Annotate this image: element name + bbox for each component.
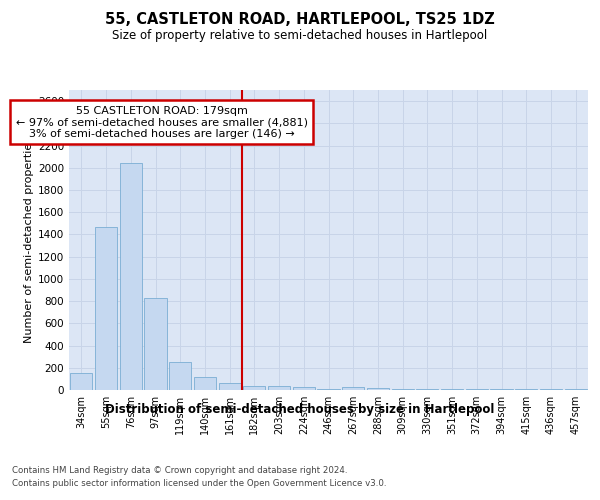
Text: Size of property relative to semi-detached houses in Hartlepool: Size of property relative to semi-detach… [112,29,488,42]
Bar [70,373,92,390]
Bar [317,389,340,390]
Text: Contains public sector information licensed under the Open Government Licence v3: Contains public sector information licen… [12,479,386,488]
Text: 55 CASTLETON ROAD: 179sqm
← 97% of semi-detached houses are smaller (4,881)
3% o: 55 CASTLETON ROAD: 179sqm ← 97% of semi-… [16,106,308,139]
Bar [268,386,290,390]
Bar [169,362,191,390]
Y-axis label: Number of semi-detached properties: Number of semi-detached properties [24,137,34,343]
Bar [367,388,389,390]
Text: Contains HM Land Registry data © Crown copyright and database right 2024.: Contains HM Land Registry data © Crown c… [12,466,347,475]
Bar [218,383,241,390]
Bar [145,298,167,390]
Bar [243,386,265,390]
Bar [95,226,117,390]
Text: Distribution of semi-detached houses by size in Hartlepool: Distribution of semi-detached houses by … [106,402,494,415]
Bar [342,386,364,390]
Bar [119,164,142,390]
Bar [392,389,414,390]
Bar [194,377,216,390]
Bar [293,386,315,390]
Text: 55, CASTLETON ROAD, HARTLEPOOL, TS25 1DZ: 55, CASTLETON ROAD, HARTLEPOOL, TS25 1DZ [105,12,495,28]
